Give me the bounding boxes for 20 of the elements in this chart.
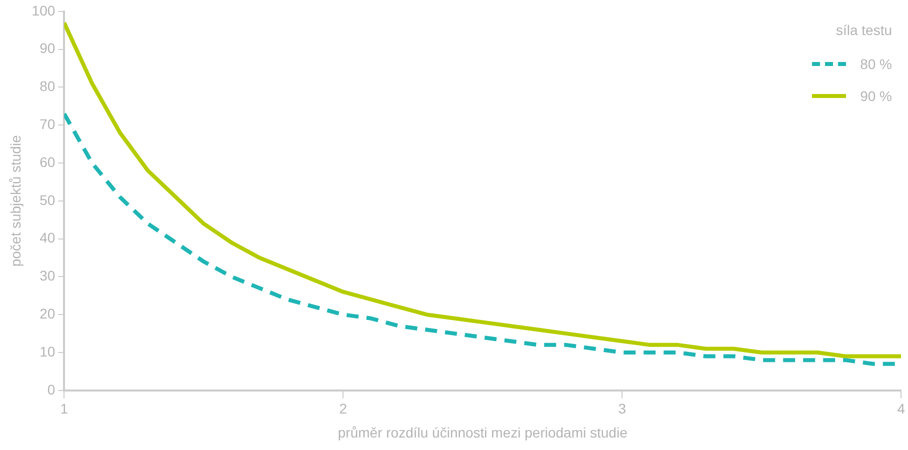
x-tick-label: 2 (339, 400, 348, 417)
y-tick-label: 20 (40, 305, 56, 322)
y-tick-label: 70 (40, 116, 56, 132)
y-tick-label: 30 (40, 268, 56, 284)
y-tick-label: 10 (40, 343, 56, 360)
legend-label: 80 % (860, 56, 892, 72)
x-axis-title: průměr rozdílu účinnosti mezi periodami studie (338, 424, 628, 440)
y-tick-label: 0 (47, 381, 56, 398)
x-tick-label: 1 (60, 400, 68, 417)
y-axis-title: počet subjektů studie (7, 134, 24, 267)
y-tick-label: 100 (32, 2, 56, 18)
y-tick-label: 60 (40, 154, 56, 170)
y-tick-label: 50 (40, 192, 56, 208)
x-tick-label: 3 (618, 400, 626, 417)
legend-title: síla testu (834, 22, 892, 38)
y-tick-label: 40 (40, 230, 56, 246)
y-tick-label: 80 (40, 78, 56, 94)
y-tick-label: 90 (40, 40, 56, 56)
x-tick-label: 4 (897, 400, 906, 417)
legend-label: 90 % (860, 88, 892, 104)
